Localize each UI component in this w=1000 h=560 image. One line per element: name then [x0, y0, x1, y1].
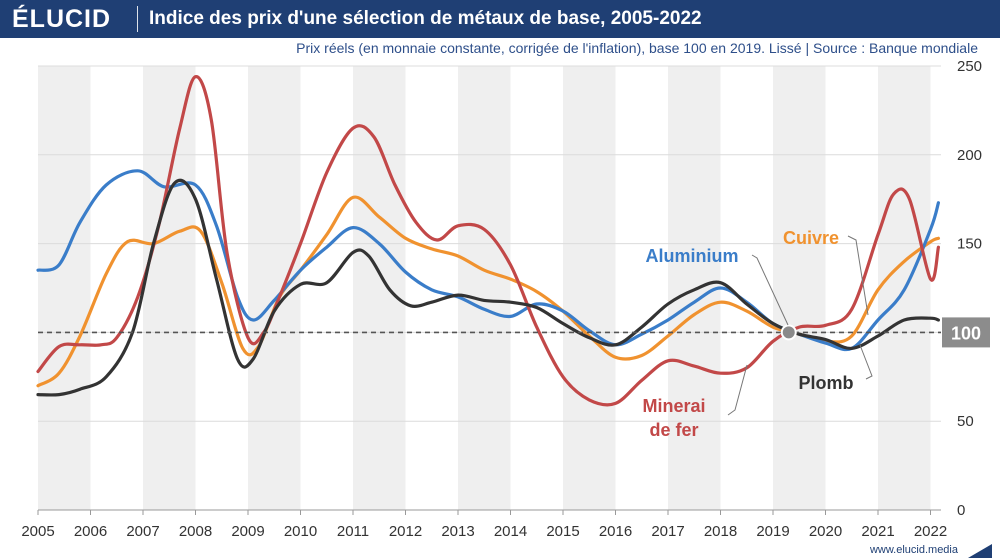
- reference-badge: [942, 317, 990, 348]
- header-bar: ÉLUCID Indice des prix d'une sélection d…: [0, 0, 1000, 38]
- x-tick-label: 2013: [441, 523, 474, 540]
- x-tick-label: 2007: [126, 523, 159, 540]
- chart-title: Indice des prix d'une sélection de métau…: [149, 8, 702, 29]
- reference-point: [780, 324, 797, 341]
- series-label-line: Cuivre: [783, 228, 839, 248]
- chart-subtitle: Prix réels (en monnaie constante, corrig…: [296, 40, 978, 56]
- series-label-line: Plomb: [798, 373, 853, 393]
- x-tick-label: 2009: [231, 523, 264, 540]
- elucid-logo[interactable]: ÉLUCID: [12, 5, 112, 33]
- y-tick-label: 0: [957, 502, 965, 519]
- logo-divider: [137, 6, 138, 32]
- reference-group: 100: [38, 317, 990, 348]
- series-label-cuivre: Cuivre: [783, 228, 839, 248]
- year-band-2015: [563, 66, 616, 510]
- year-band-2017: [668, 66, 721, 510]
- leader-line: [727, 364, 748, 416]
- x-tick-label: 2014: [494, 523, 527, 540]
- year-band-2005: [38, 66, 91, 510]
- series-labels: Aluminium Cuivre Minerai de fer Plomb: [642, 228, 873, 440]
- y-tick-label: 200: [957, 147, 982, 164]
- year-band-2007: [143, 66, 196, 510]
- x-tick-label: 2010: [284, 523, 317, 540]
- series-label-line: de fer: [649, 420, 698, 440]
- x-tick-label: 2015: [546, 523, 579, 540]
- x-tick-label: 2021: [861, 523, 894, 540]
- series-label-line: Aluminium: [646, 246, 739, 266]
- x-tick-label: 2018: [704, 523, 737, 540]
- year-bands: [38, 66, 931, 510]
- y-tick-label: 250: [957, 58, 982, 75]
- series-label-plomb: Plomb: [798, 373, 853, 393]
- x-tick-label: 2022: [914, 523, 947, 540]
- series-label-minerai-de-fer: Minerai de fer: [642, 396, 705, 440]
- leader-line: [751, 254, 789, 326]
- x-tick-label: 2008: [179, 523, 212, 540]
- year-band-2013: [458, 66, 511, 510]
- leader-line: [859, 344, 873, 380]
- year-band-2019: [773, 66, 826, 510]
- series-label-aluminium: Aluminium: [646, 246, 739, 266]
- year-band-2009: [248, 66, 301, 510]
- x-tick-label: 2020: [809, 523, 842, 540]
- year-band-2011: [353, 66, 406, 510]
- leader-line: [847, 235, 869, 316]
- reference-badge-label: 100: [951, 323, 981, 343]
- y-axis-ticks: 0 50 150 200 250: [957, 58, 982, 519]
- x-tick-label: 2006: [74, 523, 107, 540]
- x-tick-label: 2011: [337, 523, 369, 540]
- series-line-minerai-de-fer: [36, 75, 940, 407]
- x-tick-label: 2012: [389, 523, 422, 540]
- series-label-line: Minerai: [642, 396, 705, 416]
- x-tick-label: 2005: [21, 523, 54, 540]
- footer-url[interactable]: www.elucid.media: [869, 544, 958, 556]
- x-tick-label: 2017: [651, 523, 684, 540]
- x-tick-label: 2019: [756, 523, 789, 540]
- elucid-triangle-icon: [968, 544, 992, 558]
- x-tick-label: 2016: [599, 523, 632, 540]
- x-axis-ticks: 2005 2006 2007 2008 2009 2010 2011 2012 2013 2014…: [21, 510, 947, 540]
- y-tick-label: 50: [957, 413, 974, 430]
- y-tick-label: 150: [957, 236, 982, 253]
